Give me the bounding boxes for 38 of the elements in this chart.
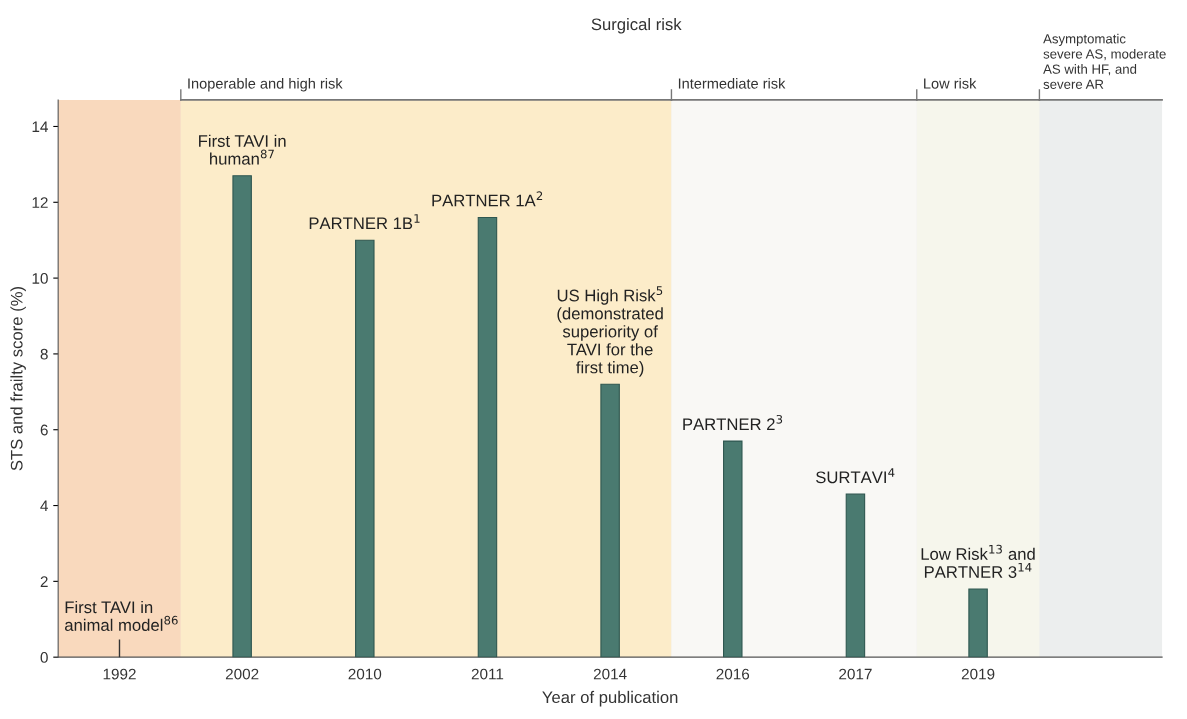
annotation: Low Risk$^{13}$ and PARTNER 3$^{14}$ — [921, 544, 1035, 578]
chart-title: Surgical risk — [591, 17, 682, 34]
text: Asymptomatic severe AS, moderate AS with HF, and severe AR — [1043, 33, 1166, 89]
y-axis-title: STS and frailty score (%) — [10, 286, 26, 471]
y-tick-label: 0 — [40, 652, 48, 663]
bar — [355, 239, 375, 658]
x-tick-label: 2014 — [593, 668, 627, 680]
x-tick-label: 2011 — [471, 668, 504, 680]
y-tick-label: 2 — [40, 576, 48, 587]
y-tick-label: 14 — [32, 121, 48, 133]
annotation: PARTNER 2$^{3}$ — [683, 414, 783, 430]
band-label: Intermediate risk — [678, 77, 786, 89]
x-tick-label: 2016 — [716, 668, 750, 680]
bar — [845, 493, 866, 658]
x-tick-label: 1992 — [103, 668, 136, 680]
bar — [232, 175, 252, 658]
bar — [723, 440, 743, 658]
y-tick-label: 4 — [40, 500, 48, 512]
y-tick-label: 8 — [40, 348, 48, 360]
bar — [968, 588, 988, 658]
bar — [477, 216, 498, 658]
annotation: US High Risk$^{5}$ (demonstrated superiority of TAVI for the first time) — [557, 286, 663, 377]
bar — [600, 383, 620, 658]
annotation: First TAVI in animal model$^{86}$ — [65, 600, 178, 631]
x-tick-label: 2010 — [348, 668, 382, 680]
x-tick-label: 2002 — [225, 668, 259, 680]
annotation: PARTNER 1B$^{1}$ — [309, 214, 420, 230]
y-tick-label: 6 — [40, 424, 48, 436]
x-tick-label: 2017 — [839, 668, 872, 680]
x-tick-label: 2019 — [961, 668, 995, 680]
annotation: SURTAVI$^{4}$ — [816, 468, 895, 484]
annotation: First TAVI in human$^{87}$ — [199, 134, 286, 165]
annotation: PARTNER 1A$^{2}$ — [432, 191, 543, 207]
band-label: Low risk — [924, 77, 977, 89]
y-tick-label: 12 — [32, 197, 48, 208]
band-label: Inoperable and high risk — [188, 77, 343, 92]
x-axis-title: Year of publication — [542, 690, 678, 707]
y-tick-label: 10 — [32, 272, 48, 284]
